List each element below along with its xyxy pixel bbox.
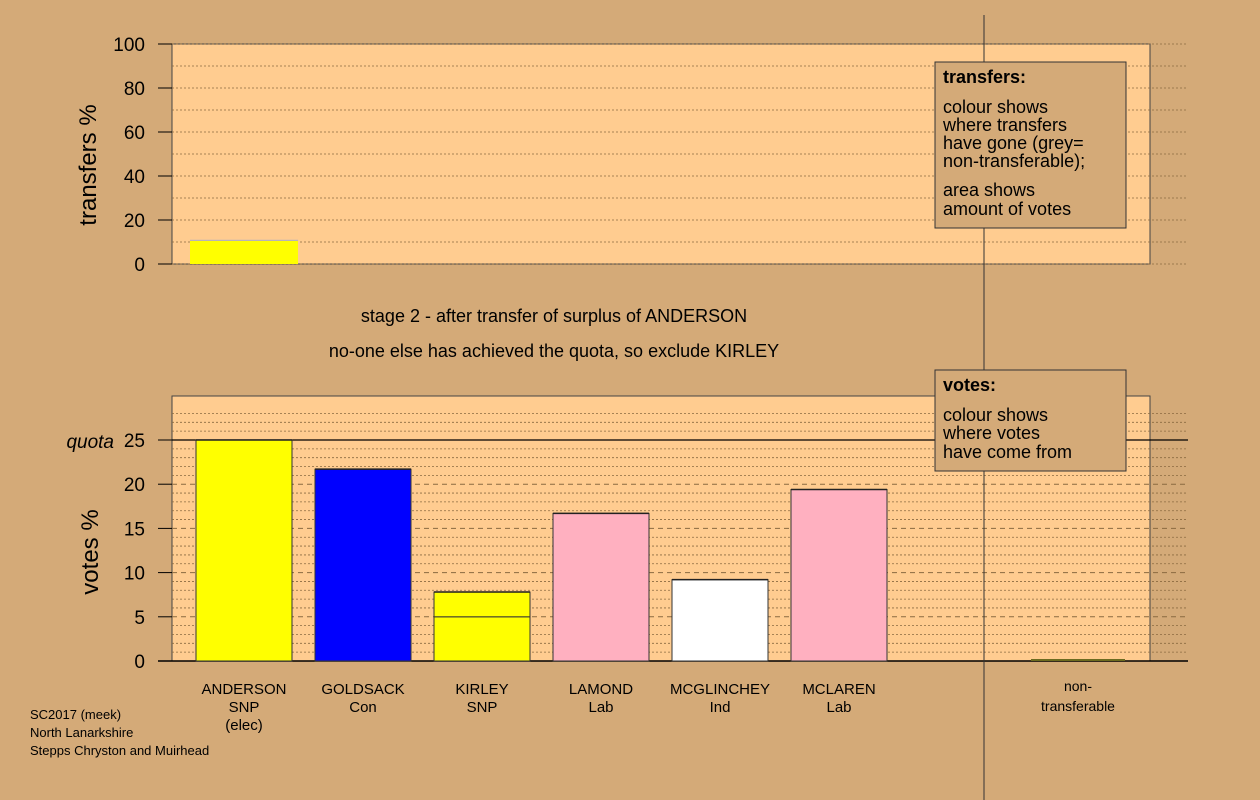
transfers-grid	[172, 43, 1188, 265]
votes-tick-label: 25	[124, 431, 145, 452]
transfers-legend: transfers: colour shows where transfers …	[934, 61, 1127, 229]
candidate-name: KIRLEY	[455, 681, 508, 698]
candidate-bar-segment	[671, 579, 769, 662]
nontransferable-label: non-	[1064, 678, 1092, 694]
transfers-tick-label: 60	[124, 123, 145, 144]
transfers-tick-label: 40	[124, 167, 145, 188]
transfers-tick-label: 80	[124, 79, 145, 100]
votes-legend-line: colour shows	[943, 405, 1048, 425]
candidate-bar-segment	[433, 591, 531, 618]
footer-council: North Lanarkshire	[30, 725, 134, 740]
transfers-legend-line: non-transferable);	[943, 151, 1085, 171]
transfers-legend-line: area shows	[943, 180, 1035, 200]
nontransferable-label: transferable	[1041, 698, 1115, 714]
transfers-legend-line: amount of votes	[943, 199, 1071, 219]
footer-ward: Stepps Chryston and Muirhead	[30, 743, 210, 758]
candidate-party: SNP	[229, 699, 260, 716]
transfers-bar-segment	[190, 239, 298, 241]
votes-tick-label: 0	[134, 652, 145, 673]
votes-legend-line: have come from	[943, 442, 1072, 462]
candidate-name: GOLDSACK	[321, 681, 404, 698]
candidate-labels: ANDERSONSNP(elec)GOLDSACKConKIRLEYSNPLAM…	[201, 678, 1115, 734]
votes-tick-label: 20	[124, 475, 145, 496]
candidate-bar-segment	[552, 512, 650, 662]
candidate-bar-segment	[433, 616, 531, 662]
transfers-tick-label: 100	[113, 35, 145, 56]
candidate-party: Lab	[826, 699, 851, 716]
candidate-party: Lab	[588, 699, 613, 716]
votes-legend: votes: colour shows where votes have com…	[934, 369, 1127, 472]
votes-legend-title: votes:	[943, 375, 996, 395]
candidate-party: Ind	[710, 699, 731, 716]
votes-bars	[195, 439, 1125, 662]
quota-label: quota	[66, 432, 114, 453]
candidate-name: MCGLINCHEY	[670, 681, 770, 698]
transfers-bars	[190, 239, 298, 264]
transfers-tick-label: 20	[124, 211, 145, 232]
transfers-legend-title: transfers:	[943, 67, 1026, 87]
transfers-tick-label: 0	[134, 255, 145, 276]
nontransferable-bar	[1031, 659, 1125, 661]
stage-caption: stage 2 - after transfer of surplus of A…	[361, 306, 747, 326]
candidate-bar-segment	[195, 439, 293, 662]
votes-tick-label: 10	[124, 564, 145, 585]
candidate-name: ANDERSON	[201, 681, 286, 698]
candidate-bar-segment	[314, 468, 412, 662]
candidate-name: LAMOND	[569, 681, 633, 698]
exclusion-caption: no-one else has achieved the quota, so e…	[329, 341, 779, 361]
transfers-bar-segment	[190, 240, 298, 264]
transfers-legend-line: have gone (grey=	[943, 133, 1084, 153]
candidate-name: MCLAREN	[802, 681, 875, 698]
transfers-legend-line: where transfers	[942, 115, 1067, 135]
candidate-party: Con	[349, 699, 377, 716]
candidate-status: (elec)	[225, 717, 263, 734]
votes-tick-label: 5	[134, 608, 145, 629]
candidate-party: SNP	[467, 699, 498, 716]
candidate-bar-segment	[790, 489, 888, 662]
votes-legend-line: where votes	[942, 423, 1040, 443]
votes-tick-label: 15	[124, 519, 145, 540]
transfers-legend-line: colour shows	[943, 97, 1048, 117]
transfers-y-ticks: 0 20 40 60 80 100	[113, 35, 172, 276]
election-footer: SC2017 (meek) North Lanarkshire Stepps C…	[30, 706, 209, 760]
votes-legend-box	[934, 369, 1127, 472]
transfers-legend-box	[934, 61, 1127, 229]
footer-election: SC2017 (meek)	[30, 707, 122, 722]
votes-y-label: votes %	[77, 509, 104, 594]
votes-y-ticks: 0 5 10 15 20 25	[124, 431, 172, 673]
transfers-y-label: transfers %	[75, 104, 102, 225]
